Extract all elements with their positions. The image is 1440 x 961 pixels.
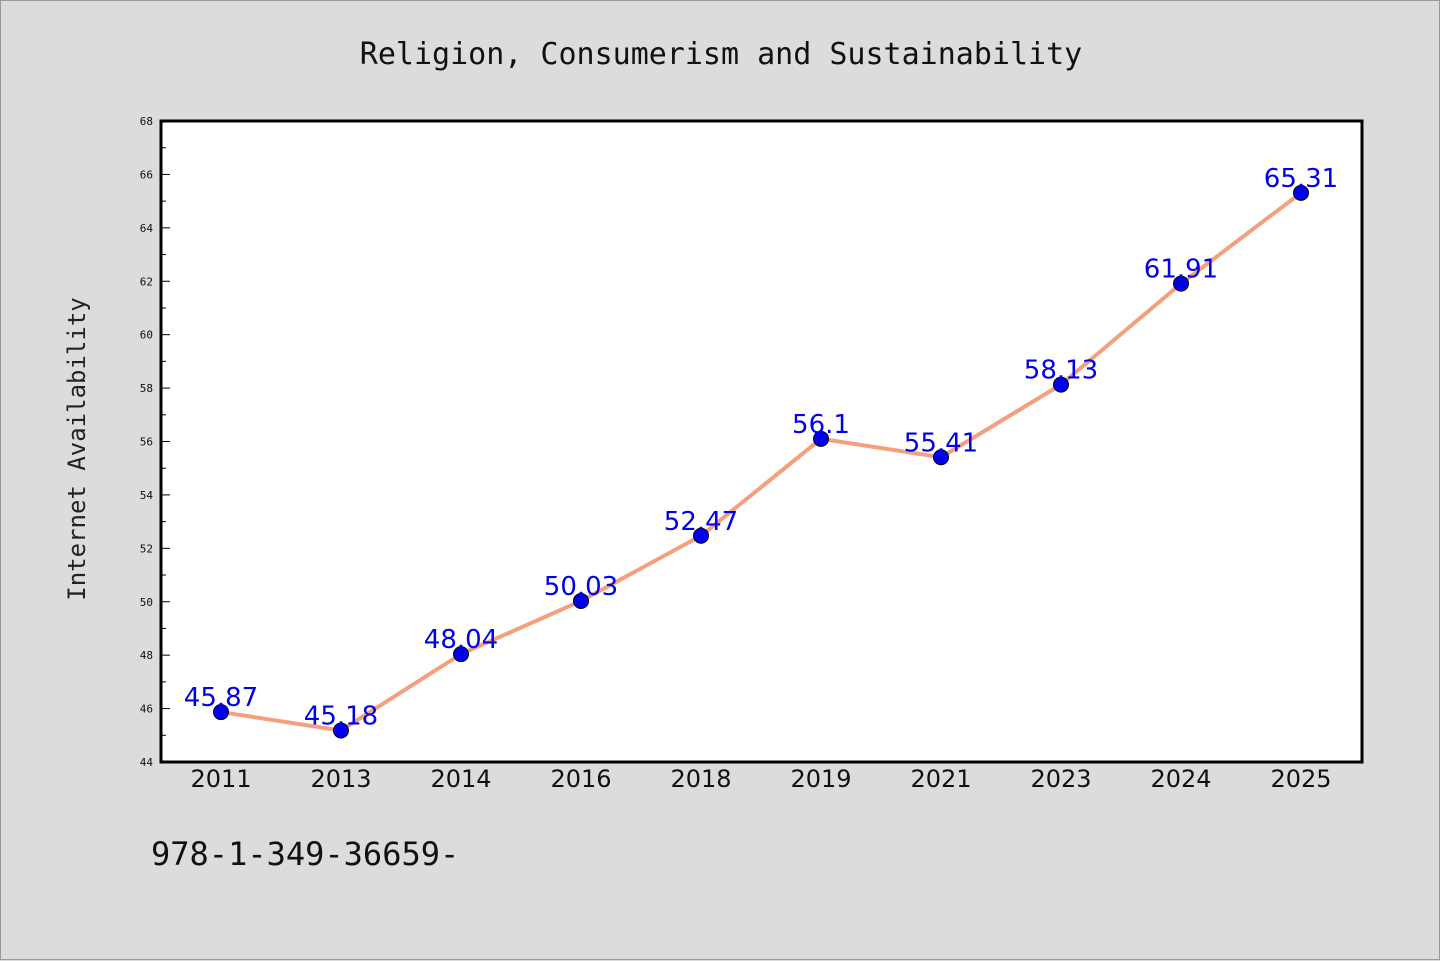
x-tick-label: 2021 bbox=[910, 765, 971, 793]
data-point bbox=[813, 430, 829, 447]
x-tick-label: 2024 bbox=[1150, 765, 1211, 793]
y-tick-label: 64 bbox=[140, 222, 154, 235]
y-tick-label: 48 bbox=[140, 649, 153, 662]
data-label: 45.87 bbox=[184, 683, 258, 713]
data-point bbox=[933, 449, 949, 466]
data-label: 52.47 bbox=[664, 507, 738, 537]
data-label: 61.91 bbox=[1144, 255, 1218, 285]
x-tick-label: 2011 bbox=[190, 765, 251, 793]
y-tick-label: 60 bbox=[140, 329, 153, 342]
y-tick-label: 62 bbox=[140, 275, 153, 288]
data-labels: 45.87 45.18 48.04 50.03 52.47 56.1 55.41 58.13 6… bbox=[184, 164, 1338, 732]
y-tick-label: 46 bbox=[140, 703, 153, 716]
y-tick-label: 56 bbox=[140, 436, 153, 449]
data-point bbox=[333, 722, 349, 739]
y-tick-label: 44 bbox=[140, 756, 154, 769]
y-tick-label: 58 bbox=[140, 382, 153, 395]
data-point bbox=[1293, 184, 1309, 201]
data-label: 55.41 bbox=[904, 428, 978, 458]
y-tick-label: 50 bbox=[140, 596, 153, 609]
data-point bbox=[693, 527, 709, 544]
chart-title: Religion, Consumerism and Sustainability bbox=[360, 37, 1082, 72]
x-tick-label: 2019 bbox=[790, 765, 851, 793]
data-label: 48.04 bbox=[424, 625, 498, 655]
x-tick-label: 2018 bbox=[670, 765, 731, 793]
data-label: 50.03 bbox=[544, 572, 618, 602]
y-axis-ticks: 44 46 48 50 52 54 56 58 60 62 64 66 68 bbox=[140, 115, 170, 769]
y-tick-label: 66 bbox=[140, 168, 153, 181]
series-internet-availability bbox=[213, 184, 1309, 739]
x-tick-label: 2016 bbox=[550, 765, 611, 793]
data-point bbox=[213, 704, 229, 721]
x-tick-label: 2014 bbox=[430, 765, 491, 793]
data-label: 45.18 bbox=[304, 701, 378, 731]
y-tick-label: 52 bbox=[140, 542, 153, 555]
data-point bbox=[573, 592, 589, 609]
data-label: 65.31 bbox=[1264, 164, 1338, 194]
x-tick-label: 2023 bbox=[1030, 765, 1091, 793]
y-axis-label: Internet Availability bbox=[63, 297, 91, 600]
series-line bbox=[219, 190, 1303, 733]
footnote-isbn: 978-1-349-36659- bbox=[151, 835, 459, 873]
y-tick-label: 68 bbox=[140, 115, 153, 128]
data-label: 58.13 bbox=[1024, 356, 1098, 386]
x-axis-ticks: 2011 2013 2014 2016 2018 2019 2021 2023 2024 2025 bbox=[190, 765, 1331, 793]
data-point bbox=[453, 646, 469, 663]
data-point bbox=[1173, 275, 1189, 292]
y-tick-label: 54 bbox=[140, 489, 154, 502]
x-tick-label: 2013 bbox=[310, 765, 371, 793]
plot-area bbox=[159, 119, 1364, 764]
data-point bbox=[1053, 376, 1069, 393]
x-tick-label: 2025 bbox=[1270, 765, 1331, 793]
data-label: 56.1 bbox=[792, 410, 850, 440]
